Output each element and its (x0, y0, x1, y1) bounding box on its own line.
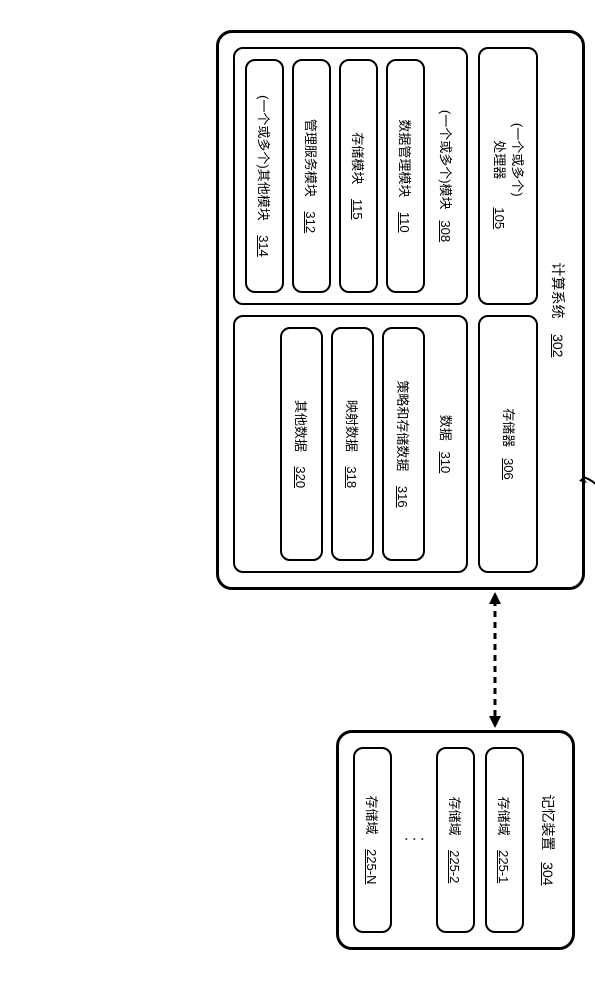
processor-label: (一个或多个) 处理器 (490, 123, 526, 197)
memory-item-0-label: 存储域 (496, 797, 511, 836)
memory-device-box: 记忆装置 304 存储域 225-1 存储域 225-2 ··· 存储域 225… (336, 730, 575, 950)
data-item-1-ref: 318 (344, 466, 359, 488)
memory-item-2-ref: 225-N (364, 849, 379, 884)
memory-item-1: 存储域 225-2 (436, 747, 475, 933)
memory-title-ref: 304 (540, 862, 556, 885)
compute-title: 计算系统 302 (548, 47, 568, 573)
compute-top-row: (一个或多个) 处理器 105 存储器 306 (478, 47, 538, 573)
data-title: 数据 310 (437, 327, 456, 561)
module-item-0-ref: 110 (397, 212, 412, 233)
module-item-3-ref: 314 (256, 235, 271, 257)
module-item-0-label: 数据管理模块 (397, 119, 412, 197)
storage-box: 存储器 306 (478, 315, 538, 573)
memory-item-2-label: 存储域 (364, 796, 379, 835)
compute-system-box: 计算系统 302 (一个或多个) 处理器 105 存储器 306 (216, 30, 585, 590)
data-title-text: 数据 (438, 415, 453, 441)
modules-title: (一个或多个)模块 308 (437, 59, 456, 293)
data-item-2-label: 其他数据 (293, 400, 308, 452)
data-item-1-label: 映射数据 (344, 400, 359, 452)
processor-box: (一个或多个) 处理器 105 (478, 47, 538, 305)
memory-item-0-ref: 225-1 (496, 850, 511, 883)
data-item-2-ref: 320 (293, 466, 308, 488)
memory-item-0: 存储域 225-1 (485, 747, 524, 933)
module-item-1-label: 存储模块 (350, 132, 365, 184)
module-item-2-label: 管理服务模块 (303, 119, 318, 197)
module-item-1-ref: 115 (350, 199, 365, 220)
connector-arrow (485, 590, 505, 730)
module-item-0: 数据管理模块 110 (386, 59, 425, 293)
memory-title: 记忆装置 304 (538, 747, 558, 933)
data-title-ref: 310 (438, 452, 453, 474)
data-box: 数据 310 策略和存储数据 316 映射数据 318 (233, 315, 468, 573)
data-item-2: 其他数据 320 (280, 327, 323, 561)
modules-box: (一个或多个)模块 308 数据管理模块 110 存储模块 115 (233, 47, 468, 305)
memory-ellipsis: ··· (402, 747, 426, 933)
memory-item-1-ref: 225-2 (447, 850, 462, 883)
memory-item-2: 存储域 225-N (353, 747, 392, 933)
data-item-0-ref: 316 (395, 486, 410, 508)
module-item-2: 管理服务模块 312 (292, 59, 331, 293)
module-item-1: 存储模块 115 (339, 59, 378, 293)
processor-ref: 105 (492, 207, 507, 229)
data-item-0-label: 策略和存储数据 (395, 380, 410, 471)
compute-title-ref: 302 (550, 334, 566, 357)
compute-mid-row: (一个或多个)模块 308 数据管理模块 110 存储模块 115 (233, 47, 468, 573)
compute-title-text: 计算系统 (550, 263, 566, 319)
data-item-0: 策略和存储数据 316 (382, 327, 425, 561)
memory-item-1-label: 存储域 (447, 797, 462, 836)
modules-title-ref: 308 (438, 220, 453, 242)
module-item-3: (一个或多个)其他模块 314 (245, 59, 284, 293)
main-row: 计算系统 302 (一个或多个) 处理器 105 存储器 306 (216, 30, 585, 950)
storage-ref: 306 (501, 458, 516, 480)
data-item-1: 映射数据 318 (331, 327, 374, 561)
memory-title-text: 记忆装置 (540, 794, 556, 850)
diagram-canvas: 100 计算系统 302 (一个或多个) 处理器 105 (60, 20, 595, 980)
module-item-2-ref: 312 (303, 211, 318, 233)
modules-title-text: (一个或多个)模块 (438, 110, 453, 210)
module-item-3-label: (一个或多个)其他模块 (256, 95, 271, 221)
storage-label: 存储器 (501, 408, 516, 447)
